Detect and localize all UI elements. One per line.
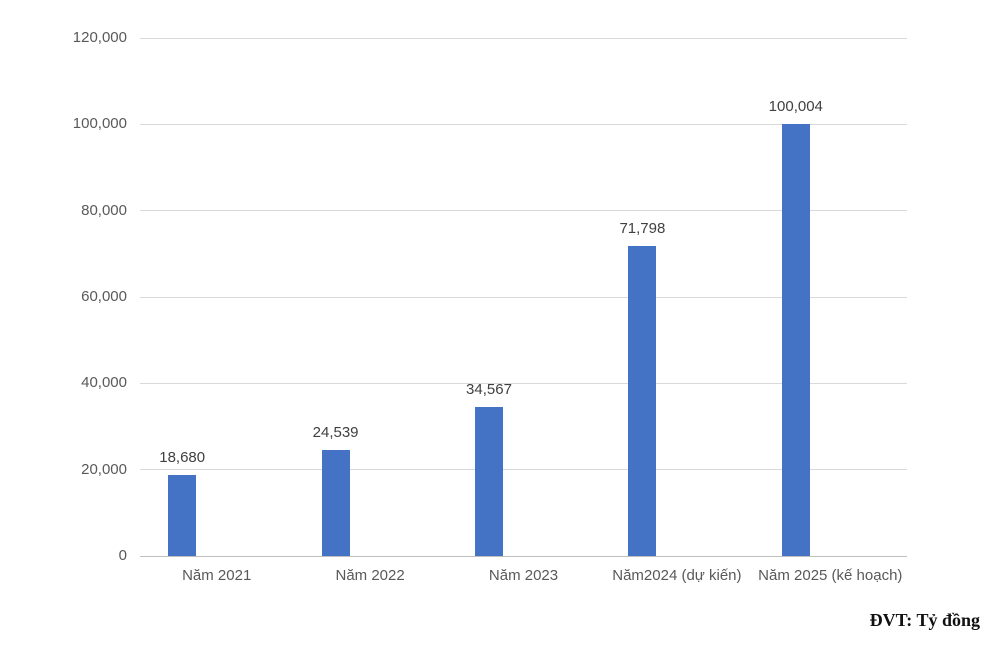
y-tick-label: 0 xyxy=(118,547,127,564)
gridline xyxy=(140,382,907,384)
x-category-label: Năm 2022 xyxy=(335,567,405,584)
x-category-label: Năm 2023 xyxy=(488,567,559,584)
y-tick-label: 20,000 xyxy=(81,460,127,478)
gridline xyxy=(140,37,907,39)
data-label: 34,567 xyxy=(466,380,512,398)
unit-note: ĐVT: Tỷ đồng xyxy=(869,610,980,630)
bar xyxy=(168,475,197,556)
data-label: 24,539 xyxy=(312,424,359,442)
gridline xyxy=(140,469,907,471)
y-tick-label: 40,000 xyxy=(81,374,127,392)
y-tick-label: 80,000 xyxy=(81,201,127,219)
bar xyxy=(628,246,657,556)
bar xyxy=(475,406,503,556)
gridline xyxy=(140,123,907,125)
y-tick-label: 60,000 xyxy=(81,288,127,305)
data-label: 100,004 xyxy=(768,98,823,116)
x-category-label: Năm 2025 (kế hoạch) xyxy=(758,567,903,584)
y-tick-label: 100,000 xyxy=(72,115,127,133)
x-axis-line xyxy=(140,555,907,557)
data-label: 18,680 xyxy=(159,449,206,467)
x-category-label: Năm2024 (dự kiến) xyxy=(612,567,742,584)
gridline xyxy=(140,296,907,298)
bar xyxy=(781,124,810,556)
data-label: 71,798 xyxy=(619,220,666,238)
bar xyxy=(321,450,350,556)
x-category-label: Năm 2021 xyxy=(182,567,252,584)
y-tick-label: 120,000 xyxy=(72,29,127,46)
gridline xyxy=(140,210,907,212)
